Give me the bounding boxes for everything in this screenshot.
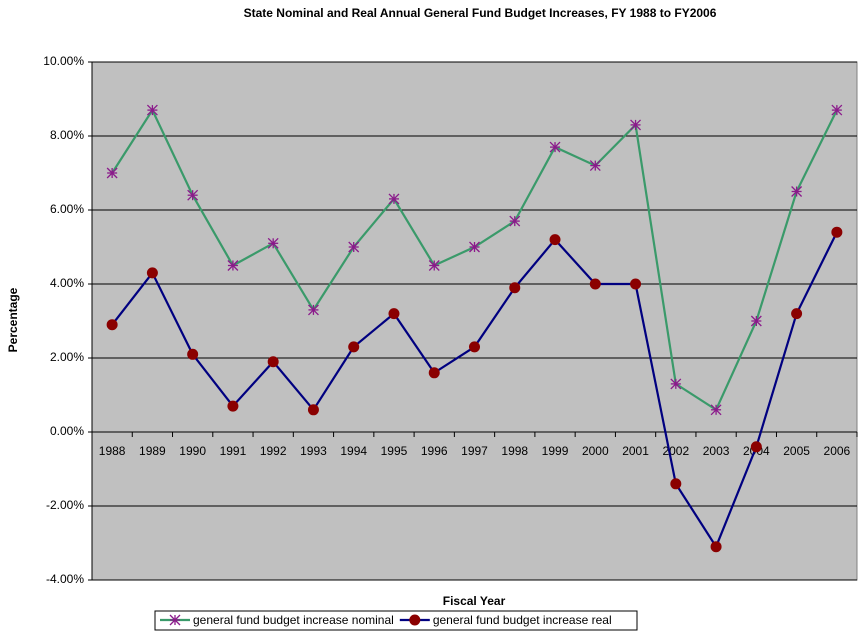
marker <box>469 241 480 253</box>
marker <box>750 441 762 453</box>
plot-area <box>91 61 858 581</box>
marker <box>670 478 682 490</box>
legend-label: general fund budget increase real <box>433 613 612 627</box>
y-tick-label: 10.00% <box>43 54 84 68</box>
chart-title: State Nominal and Real Annual General Fu… <box>244 6 717 20</box>
y-tick-label: 2.00% <box>50 350 84 364</box>
marker <box>307 304 319 316</box>
marker-stroke <box>348 241 360 253</box>
marker <box>509 215 521 227</box>
x-tick-label: 2001 <box>622 444 649 458</box>
marker <box>348 341 360 353</box>
marker-stroke <box>549 141 561 153</box>
marker-stroke <box>388 193 400 205</box>
marker <box>710 541 722 553</box>
marker <box>831 226 843 238</box>
marker-stroke <box>187 189 199 201</box>
marker <box>630 278 642 290</box>
x-tick-label: 1994 <box>340 444 367 458</box>
marker <box>509 282 521 294</box>
x-tick-label: 2003 <box>703 444 730 458</box>
legend-label: general fund budget increase nominal <box>193 613 394 627</box>
x-tick-label: 1998 <box>501 444 528 458</box>
marker <box>348 241 360 253</box>
marker <box>630 119 642 131</box>
x-tick-label: 2000 <box>582 444 609 458</box>
marker-stroke <box>428 260 440 271</box>
marker-stroke <box>589 160 601 172</box>
marker-stroke <box>791 186 803 197</box>
y-tick-label: -2.00% <box>46 498 84 512</box>
marker-stroke <box>630 119 642 131</box>
y-tick-label: 0.00% <box>50 424 84 438</box>
marker <box>791 186 803 197</box>
y-tick-label: 8.00% <box>50 128 84 142</box>
y-axis-title: Percentage <box>6 287 20 352</box>
marker <box>388 308 400 320</box>
marker <box>146 104 158 116</box>
marker <box>791 308 803 320</box>
marker-stroke <box>831 104 843 116</box>
marker <box>267 356 279 368</box>
x-tick-label: 1992 <box>260 444 287 458</box>
x-tick-label: 1995 <box>381 444 408 458</box>
marker <box>670 378 682 390</box>
marker-stroke <box>307 304 319 316</box>
x-tick-label: 1989 <box>139 444 166 458</box>
marker <box>267 237 279 249</box>
marker <box>409 614 421 626</box>
x-tick-label: 1993 <box>300 444 327 458</box>
marker <box>227 400 239 412</box>
marker-stroke <box>169 614 181 626</box>
marker <box>469 341 480 353</box>
marker <box>589 160 601 172</box>
y-tick-label: -4.00% <box>46 572 84 586</box>
marker-stroke <box>227 260 239 271</box>
x-tick-label: 1988 <box>99 444 126 458</box>
marker <box>428 260 440 271</box>
x-tick-label: 1999 <box>542 444 569 458</box>
x-tick-label: 1990 <box>179 444 206 458</box>
marker-stroke <box>106 167 118 179</box>
marker-stroke <box>509 215 521 227</box>
y-tick-label: 6.00% <box>50 202 84 216</box>
marker <box>549 234 561 246</box>
marker <box>549 141 561 153</box>
marker-stroke <box>146 104 158 116</box>
marker <box>710 404 722 416</box>
marker <box>106 167 118 179</box>
marker-stroke <box>469 241 480 253</box>
marker-stroke <box>670 378 682 390</box>
y-tick-label: 4.00% <box>50 276 84 290</box>
x-tick-label: 2006 <box>824 444 851 458</box>
x-tick-label: 2005 <box>783 444 810 458</box>
legend-box <box>154 610 638 631</box>
legend: general fund budget increase nominal gene… <box>154 610 638 631</box>
x-tick-label: 1996 <box>421 444 448 458</box>
marker <box>589 278 601 290</box>
marker-stroke <box>710 404 722 416</box>
marker <box>227 260 239 271</box>
marker <box>388 193 400 205</box>
x-tick-label: 1997 <box>461 444 488 458</box>
marker-stroke <box>750 315 762 327</box>
marker <box>106 319 118 331</box>
marker <box>750 315 762 327</box>
marker <box>169 614 181 626</box>
marker <box>187 348 199 360</box>
x-axis-title: Fiscal Year <box>443 594 506 608</box>
marker <box>428 367 440 379</box>
x-tick-label: 2002 <box>662 444 689 458</box>
marker <box>146 267 158 279</box>
marker <box>307 404 319 416</box>
marker <box>187 189 199 201</box>
marker-stroke <box>267 237 279 249</box>
marker <box>831 104 843 116</box>
x-tick-label: 1991 <box>220 444 247 458</box>
